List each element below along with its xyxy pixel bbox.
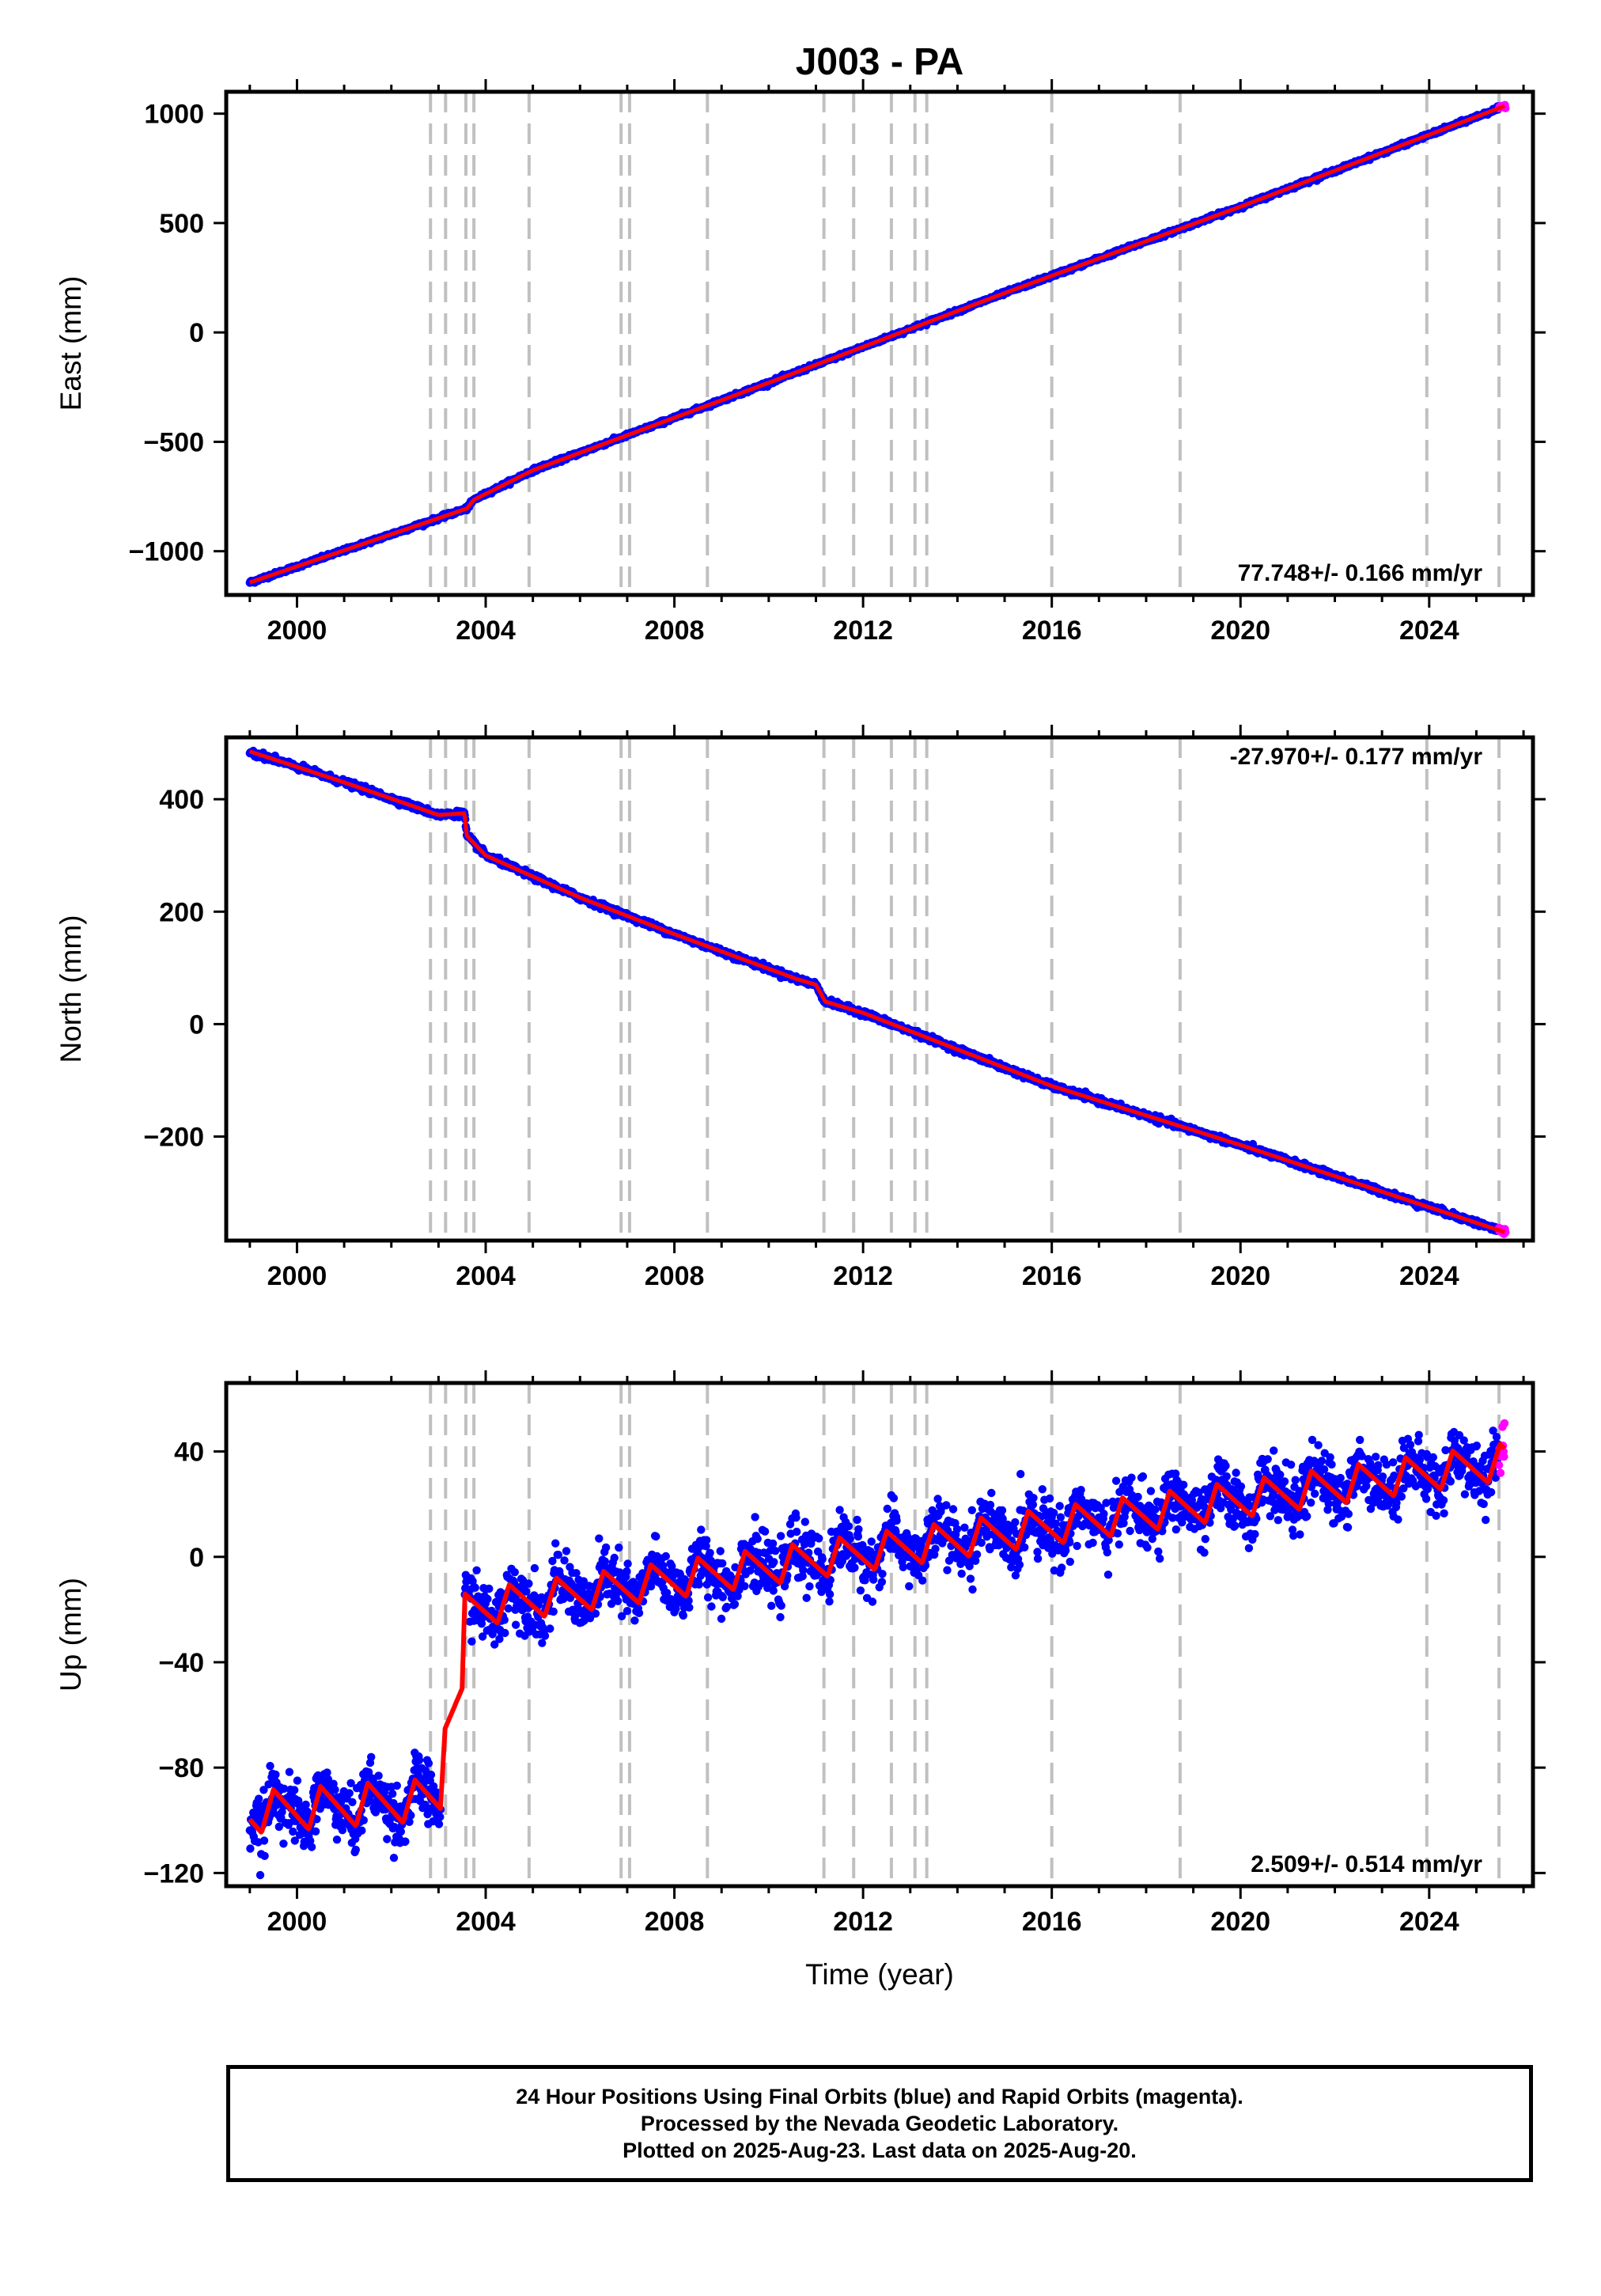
y-tick-label: −1000 [129,537,205,567]
y-tick-label: −500 [143,427,204,457]
panel-east: 2000 2004 2008 2012 2016 2020 2024 −1000 −500 0 50… [55,79,1546,646]
x-tick-label: 2016 [1022,616,1082,646]
y-axis: −1000 −500 0 500 1000 [129,100,1546,567]
final-orbit-points [245,746,1503,1236]
x-tick-label: 2008 [645,616,705,646]
y-tick-label: 1000 [144,100,204,130]
model-line [249,104,1505,585]
event-lines [429,737,1501,1241]
model-curve [249,104,1505,585]
x-tick-label: 2012 [833,616,893,646]
panels: 2000 2004 2008 2012 2016 2020 2024 −1000 −500 0 50… [55,79,1546,1991]
x-tick-label: 2000 [267,616,327,646]
panel-north: 2000 2004 2008 2012 2016 2020 2024−2000200400N… [55,725,1546,1291]
rate-label: 77.748+/- 0.166 mm/yr [1238,560,1483,586]
y-tick-label: 500 [159,209,204,239]
figure-title: J003 - PA [796,41,964,83]
panel-frame [224,89,1535,597]
x-tick-label: 2024 [1399,616,1459,646]
y-axis-label: East (mm) [55,276,87,411]
x-axis: 2000 2004 2008 2012 2016 2020 2024 [248,79,1525,646]
x-tick-label: 2004 [456,616,516,646]
y-tick-label: 0 [189,318,204,348]
x-tick-label: 2020 [1210,616,1270,646]
